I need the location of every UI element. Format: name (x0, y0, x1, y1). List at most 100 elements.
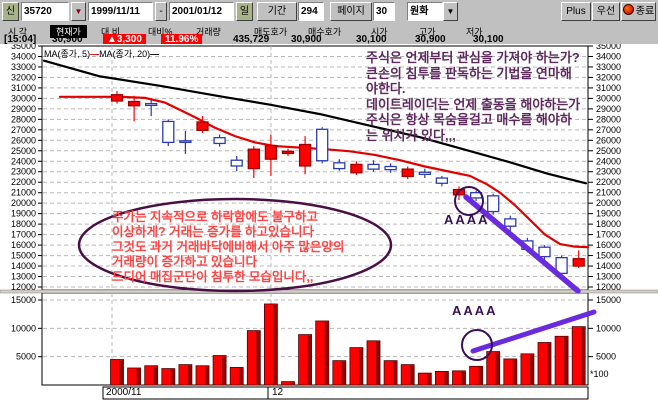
time-value: [15:04] (4, 34, 37, 45)
change-header: 대 비 (101, 27, 121, 37)
svg-text:25000: 25000 (596, 146, 621, 156)
currency-dropdown-button[interactable]: ▼ (443, 2, 458, 21)
svg-text:18000: 18000 (11, 219, 36, 229)
svg-text:20000: 20000 (596, 198, 621, 208)
change-value: ▲3,300 (103, 34, 146, 45)
date-from-input[interactable] (88, 2, 153, 21)
svg-text:5000: 5000 (16, 352, 36, 362)
change-pct-value: 11.96% (161, 34, 203, 45)
annotation-top-right: 주식은 언제부터 관심을 가져야 하는가? 큰손의 침투를 판독하는 기법을 연… (366, 50, 658, 143)
svg-text:20000: 20000 (11, 198, 36, 208)
svg-text:35000: 35000 (11, 44, 36, 51)
svg-text:14000: 14000 (596, 261, 621, 271)
priority-button[interactable]: 우선 (592, 2, 620, 21)
svg-text:13000: 13000 (596, 272, 621, 282)
period-input[interactable] (298, 2, 324, 21)
svg-text:12000: 12000 (596, 282, 621, 292)
new-button[interactable]: 신 (2, 2, 19, 21)
low-header: 저가 (466, 27, 483, 37)
svg-text:15000: 15000 (596, 295, 621, 305)
ma5-line-swatch: — (90, 49, 100, 59)
currency-select[interactable]: 원화 (407, 2, 443, 21)
annotation-ellipse-text: 주가는 지속적으로 하락함에도 불구하고 이상하게? 거래는 증가를 하고있습니… (112, 210, 344, 285)
svg-text:21000: 21000 (596, 188, 621, 198)
volume-value: 435,729 (233, 34, 270, 45)
plus-button[interactable]: Plus (561, 2, 591, 21)
ma20-legend-label: MA(종가, 20) (99, 49, 151, 59)
annotation-line: 데이트레이더는 언제 출동을 해야하는가 (366, 96, 581, 112)
annotation-line: 거래량이 증가하고 있습니다 (112, 255, 257, 269)
daily-button[interactable]: 일 (236, 2, 253, 21)
svg-text:35000: 35000 (596, 44, 621, 51)
annotation-line: 이상하게? 거래는 증가를 하고있습니다 (112, 225, 315, 239)
svg-text:22000: 22000 (11, 177, 36, 187)
page-input[interactable] (373, 2, 395, 21)
svg-text:31000: 31000 (11, 83, 36, 93)
svg-text:10000: 10000 (596, 323, 621, 333)
close-button[interactable]: 종료 (621, 2, 656, 21)
svg-text:16000: 16000 (11, 240, 36, 250)
period-label: 기간 (257, 2, 297, 21)
svg-text:18000: 18000 (596, 219, 621, 229)
stock-code-input[interactable] (21, 2, 69, 21)
svg-text:15000: 15000 (596, 251, 621, 261)
svg-text:12000: 12000 (11, 282, 36, 292)
date-to-input[interactable] (169, 2, 234, 21)
svg-text:15000: 15000 (11, 295, 36, 305)
time-header: 시 각 (8, 27, 28, 37)
svg-text:21000: 21000 (11, 188, 36, 198)
annotation-line: 큰손의 침투를 판독하는 기법을 연마해 (366, 65, 572, 81)
stock-dropdown-button[interactable]: ▼ (71, 2, 86, 21)
svg-text:25000: 25000 (11, 146, 36, 156)
svg-text:26000: 26000 (596, 135, 621, 145)
svg-text:5000: 5000 (596, 352, 616, 362)
ask-header: 매도호가 (254, 27, 288, 37)
svg-text:19000: 19000 (11, 209, 36, 219)
open-value: 30,100 (356, 34, 387, 45)
dropdown-arrow-icon: ▼ (74, 7, 83, 16)
open-header: 시가 (371, 27, 388, 37)
ma20-line-swatch: — (150, 49, 160, 59)
annotation-label-main: AAAA (444, 212, 490, 227)
svg-text:32000: 32000 (11, 72, 36, 82)
svg-text:32000: 32000 (596, 72, 621, 82)
date-range-dash-button[interactable]: - (155, 2, 167, 21)
svg-text:30000: 30000 (11, 93, 36, 103)
svg-text:23000: 23000 (11, 167, 36, 177)
change-pct-header: 대비% (148, 27, 173, 37)
svg-text:24000: 24000 (11, 156, 36, 166)
annotation-label-volume: AAAA (452, 303, 498, 318)
annotation-line: 그것도 과거 거래바닥에비해서 아주 많은양의 (112, 240, 345, 254)
svg-text:24000: 24000 (596, 156, 621, 166)
svg-text:28000: 28000 (596, 114, 621, 124)
toolbar: 신 ▼ - 일 기간 페이지 원화 ▼ Plus 우선 종료 (0, 0, 658, 25)
svg-text:33000: 33000 (11, 62, 36, 72)
annotation-line: 주가는 지속적으로 하락함에도 불구하고 (112, 210, 318, 224)
dropdown-arrow-icon: ▼ (446, 7, 455, 16)
svg-text:19000: 19000 (596, 209, 621, 219)
ma5-legend-label: MA(종가, 5) (44, 49, 91, 59)
x-axis-month-label-1: 2000/11 (106, 387, 142, 398)
high-value: 30,900 (415, 34, 446, 45)
close-icon (622, 4, 634, 15)
svg-text:31000: 31000 (596, 83, 621, 93)
svg-text:26000: 26000 (11, 135, 36, 145)
svg-text:34000: 34000 (596, 51, 621, 61)
svg-text:27000: 27000 (596, 125, 621, 135)
svg-text:33000: 33000 (596, 62, 621, 72)
svg-text:34000: 34000 (11, 51, 36, 61)
annotation-line: 주식은 언제부터 관심을 가져야 하는가? (366, 50, 580, 65)
svg-text:27000: 27000 (11, 125, 36, 135)
annotation-line: 주식은 항상 목숨을걸고 매수를 해야하 (366, 112, 572, 127)
svg-text:13000: 13000 (11, 272, 36, 282)
svg-text:28000: 28000 (11, 114, 36, 124)
page-label: 페이지 (330, 2, 372, 21)
svg-text:29000: 29000 (596, 104, 621, 114)
svg-text:17000: 17000 (596, 230, 621, 240)
svg-text:23000: 23000 (596, 167, 621, 177)
x-axis-month-label-2: 12 (272, 387, 284, 398)
svg-text:22000: 22000 (596, 177, 621, 187)
annotation-line: 야한다. (366, 81, 406, 96)
